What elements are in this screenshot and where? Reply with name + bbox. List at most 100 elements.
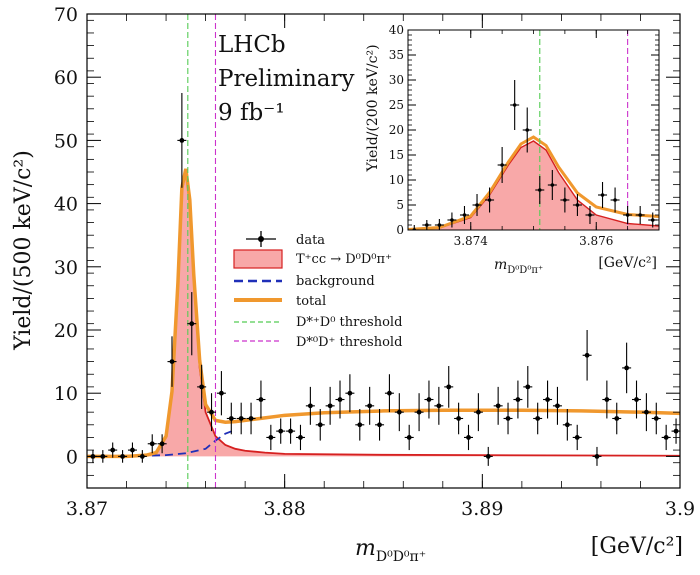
data-point [653, 416, 659, 421]
x-axis-title: mD⁰D⁰π⁺ [355, 536, 426, 565]
data-point [268, 435, 274, 440]
annotation-preliminary: Preliminary [218, 66, 354, 92]
data-point [512, 103, 517, 107]
data-point [278, 428, 284, 434]
data-point [643, 409, 649, 415]
inset-signal-fill-layer [408, 141, 659, 230]
data-point [614, 416, 620, 421]
data-point [179, 138, 185, 143]
data-point [487, 198, 492, 202]
data-point [189, 321, 195, 327]
data-point [258, 397, 264, 402]
y-tick-label: 70 [54, 4, 78, 26]
x-tick-label: 3.88 [264, 498, 306, 520]
data-point [307, 403, 313, 409]
data-point [446, 384, 452, 390]
data-point [425, 223, 429, 227]
data-point [475, 203, 479, 207]
y-tick-label: 40 [389, 23, 404, 37]
data-point [169, 359, 175, 364]
data-point [149, 441, 155, 447]
y-tick-label: 30 [389, 73, 404, 87]
inset-ticks [407, 29, 660, 231]
data-point [555, 403, 560, 409]
data-point [450, 218, 454, 222]
legend-entry-green-threshold: D*⁺D⁰ threshold [234, 315, 402, 330]
x-tick-label: 3.9 [665, 498, 695, 520]
data-point [535, 416, 541, 421]
data-point [120, 454, 125, 459]
total-curve [408, 135, 659, 230]
y-tick-label: 0 [396, 223, 404, 237]
annotation-luminosity: 9 fb⁻¹ [218, 100, 285, 126]
y-tick-label: 0 [66, 446, 78, 468]
data-point [613, 198, 617, 202]
x-axis-unit: [GeV/c²] [591, 534, 683, 559]
data-point [505, 416, 511, 421]
data-point [377, 422, 382, 428]
data-point [564, 422, 570, 428]
data-point [396, 409, 402, 415]
x-axis-title-sub: D⁰D⁰π⁺ [376, 549, 426, 565]
data-point [485, 454, 491, 459]
y-tick-label: 35 [389, 48, 404, 62]
data-point [575, 203, 580, 207]
data-point [437, 223, 442, 227]
x-tick-label: 3.876 [579, 234, 613, 248]
legend-label-data: data [296, 233, 325, 248]
data-point [426, 397, 432, 402]
data-point [475, 409, 481, 415]
x-tick-label: 3.87 [66, 498, 108, 520]
inset-data-points-layer [409, 80, 658, 230]
y-tick-label: 20 [389, 123, 404, 137]
data-point [347, 390, 353, 396]
legend-label-magenta-threshold: D*⁰D⁺ threshold [296, 335, 402, 350]
data-point [199, 384, 205, 390]
legend-entry-magenta-threshold: D*⁰D⁺ threshold [234, 335, 402, 350]
threshold-layer [187, 14, 217, 488]
y-tick-label: 25 [389, 98, 404, 112]
data-point [604, 397, 610, 402]
main-ticks [86, 13, 681, 489]
data-point [219, 390, 224, 396]
data-point [462, 213, 467, 217]
y-tick-label: 20 [54, 320, 78, 342]
legend-label-total: total [296, 294, 326, 309]
data-point [110, 447, 116, 453]
y-tick-label: 5 [396, 198, 404, 212]
data-point [406, 435, 412, 440]
data-point [288, 428, 293, 434]
data-point [337, 397, 343, 402]
data-point [563, 198, 567, 202]
inset-x-axis-unit: [GeV/c²] [598, 255, 657, 271]
data-point [624, 365, 630, 371]
legend-entry-signal: T⁺cc → D⁰D⁰π⁺ [233, 249, 392, 269]
data-point [416, 409, 422, 415]
data-point [100, 454, 106, 459]
data-point [600, 193, 605, 197]
y-tick-label: 15 [389, 148, 404, 162]
data-point [673, 428, 679, 434]
annotation-lhcb: LHCb [218, 32, 286, 58]
x-axis-title-base: m [355, 536, 376, 561]
data-point [625, 213, 630, 217]
data-point [638, 213, 642, 217]
legend-label-background: background [296, 274, 375, 289]
legend-entry-total: total [234, 294, 326, 309]
data-point [545, 397, 550, 402]
data-point [537, 188, 542, 192]
legend-label-signal: T⁺cc → D⁰D⁰π⁺ [296, 252, 392, 267]
data-point [387, 390, 392, 396]
y-tick-label: 10 [389, 173, 404, 187]
data-point [436, 403, 442, 409]
data-point [550, 183, 555, 187]
data-point [317, 422, 323, 428]
data-point [357, 422, 363, 428]
data-point [248, 416, 254, 421]
inset-tick-labels: 3.874 3.876 0 5 10 15 20 25 30 35 40 [389, 23, 614, 248]
inset-plot: 3.874 3.876 0 5 10 15 20 25 30 35 40 Yield/(200 ke… [365, 23, 660, 276]
y-tick-label: 10 [54, 383, 78, 405]
data-point [663, 435, 669, 440]
